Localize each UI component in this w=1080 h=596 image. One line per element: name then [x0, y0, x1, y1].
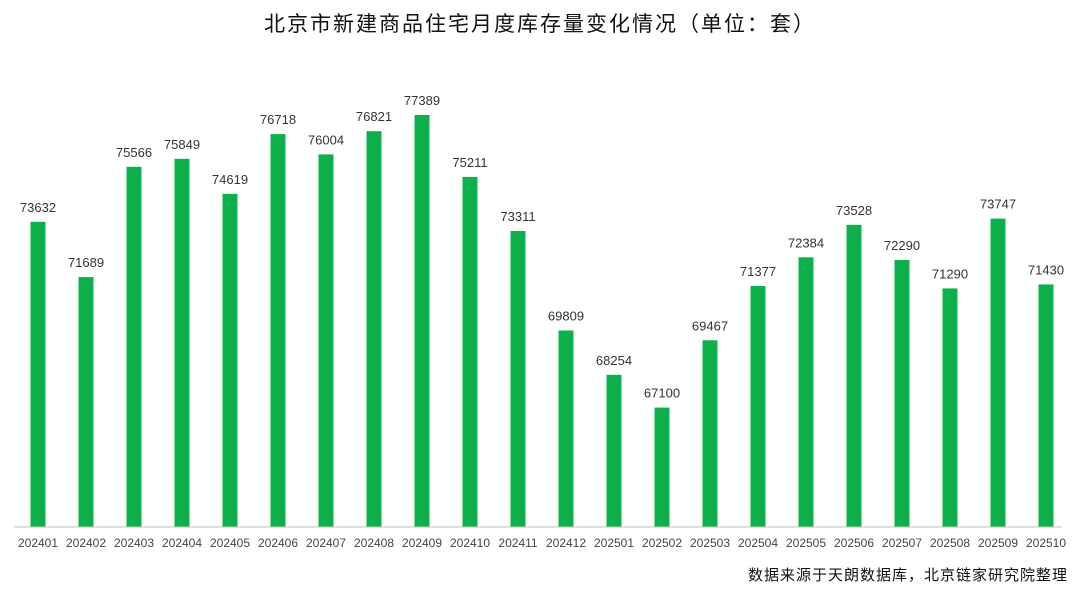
x-tick-label-202412: 202412 [546, 536, 586, 550]
bar-group [30, 115, 1054, 528]
x-tick-label-202509: 202509 [978, 536, 1018, 550]
bar-202505 [798, 257, 814, 527]
bar-202412 [558, 330, 574, 527]
bar-202406 [270, 134, 286, 527]
bar-202508 [942, 288, 958, 527]
data-label-202401: 73632 [20, 200, 56, 215]
bar-202411 [510, 231, 526, 527]
x-tick-label-202406: 202406 [258, 536, 298, 550]
data-label-202402: 71689 [68, 255, 104, 270]
x-tick-label-202402: 202402 [66, 536, 106, 550]
x-tick-label-202403: 202403 [114, 536, 154, 550]
bar-202506 [846, 224, 862, 528]
x-tick-label-202411: 202411 [498, 536, 537, 550]
bar-202510 [1038, 284, 1054, 527]
data-label-202405: 74619 [212, 172, 248, 187]
x-tick-label-202503: 202503 [690, 536, 730, 550]
x-tick-label-202405: 202405 [210, 536, 250, 550]
chart-title: 北京市新建商品住宅月度库存量变化情况（单位：套） [264, 12, 816, 36]
bar-202405 [222, 193, 238, 528]
data-label-202509: 73747 [980, 197, 1016, 212]
data-label-202507: 72290 [884, 238, 920, 253]
x-tick-label-202505: 202505 [786, 536, 826, 550]
bar-202504 [750, 286, 766, 527]
data-label-202508: 71290 [932, 266, 968, 281]
data-label-202502: 67100 [644, 386, 680, 401]
bar-202402 [78, 277, 94, 527]
data-label-202410: 75211 [452, 155, 487, 170]
bar-202509 [990, 218, 1006, 527]
data-label-202412: 69809 [548, 309, 584, 324]
x-tick-label-202404: 202404 [162, 536, 202, 550]
bar-202404 [174, 158, 190, 528]
data-label-202411: 73311 [500, 209, 535, 224]
x-tick-label-202504: 202504 [738, 536, 778, 550]
bar-202502 [654, 407, 670, 527]
x-tick-label-202507: 202507 [882, 536, 922, 550]
x-tick-label-202508: 202508 [930, 536, 970, 550]
x-tick-label-202502: 202502 [642, 536, 682, 550]
data-label-202510: 71430 [1028, 262, 1064, 277]
bar-202403 [126, 166, 142, 528]
data-label-202406: 76718 [260, 112, 296, 127]
data-source-note: 数据来源于天朗数据库，北京链家研究院整理 [747, 566, 1068, 584]
bar-202503 [702, 340, 718, 527]
x-tick-label-202407: 202407 [306, 536, 346, 550]
x-tick-label-group: 202401 202402 202403 202404 202405 202406 2024… [18, 536, 1066, 550]
x-tick-label-202410: 202410 [450, 536, 490, 550]
data-label-202404: 75849 [164, 137, 200, 152]
bar-202408 [366, 131, 382, 527]
data-label-group: 73632 71689 75566 75849 74619 76718 76004 76821… [20, 93, 1064, 401]
x-tick-label-202506: 202506 [834, 536, 874, 550]
data-label-202504: 71377 [740, 264, 776, 279]
data-label-202403: 75566 [116, 145, 152, 160]
bar-202401 [30, 221, 46, 528]
x-tick-label-202409: 202409 [402, 536, 442, 550]
bar-202409 [414, 115, 430, 527]
bar-202410 [462, 176, 478, 527]
x-tick-label-202510: 202510 [1026, 536, 1066, 550]
data-label-202503: 69467 [692, 318, 728, 333]
x-tick-label-202501: 202501 [594, 536, 634, 550]
data-label-202506: 73528 [836, 203, 872, 218]
x-tick-label-202401: 202401 [18, 536, 58, 550]
data-label-202501: 68254 [596, 353, 632, 368]
bar-202507 [894, 260, 910, 527]
data-label-202408: 76821 [356, 109, 392, 124]
x-tick-label-202408: 202408 [354, 536, 394, 550]
data-label-202407: 76004 [308, 132, 344, 147]
bar-202407 [318, 154, 334, 527]
data-label-202409: 77389 [404, 93, 440, 108]
bar-202501 [606, 374, 622, 527]
data-label-202505: 72384 [788, 235, 824, 250]
